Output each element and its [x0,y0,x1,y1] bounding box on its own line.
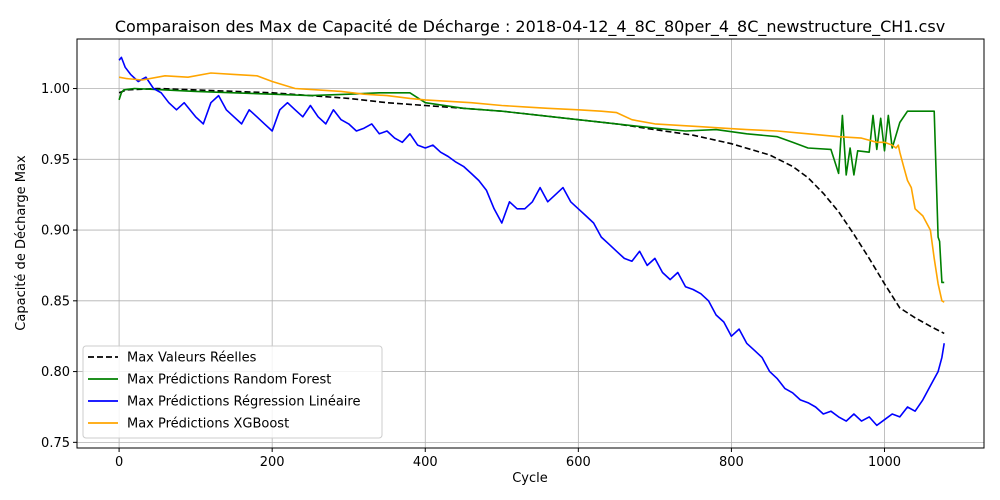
x-tick-label: 400 [413,455,438,470]
legend: Max Valeurs Réelles Max Prédictions Rando… [82,345,383,439]
legend-label: Max Prédictions Random Forest [127,373,331,388]
y-axis-label: Capacité de Décharge Max [14,155,29,331]
y-tick-label: 0.95 [41,153,70,168]
x-tick-label: 600 [566,455,591,470]
chart-title: Comparaison des Max de Capacité de Décha… [115,17,945,37]
series-layer [118,56,945,427]
y-tick-label: 1.00 [41,82,70,97]
series-line-3 [118,72,945,303]
y-tick-label: 0.90 [41,224,70,239]
x-tick-label: 0 [115,455,123,470]
legend-label: Max Valeurs Réelles [127,351,257,366]
x-tick-label: 800 [719,455,744,470]
y-tick-label: 0.85 [41,294,70,309]
legend-box [82,345,383,439]
legend-label: Max Prédictions Régression Linéaire [127,395,360,410]
plot-frame [76,38,985,449]
x-axis-label: Cycle [512,471,548,486]
axis-ticks: 0 200 400 600 800 1000 0.75 0.80 0.85 0.90 0.95 1.0… [41,82,901,470]
legend-label: Max Prédictions XGBoost [127,417,289,432]
y-tick-label: 0.75 [41,436,70,451]
x-tick-label: 1000 [868,455,901,470]
x-tick-label: 200 [260,455,285,470]
series-line-1 [118,87,945,284]
y-tick-label: 0.80 [41,365,70,380]
series-line-2 [118,56,945,427]
